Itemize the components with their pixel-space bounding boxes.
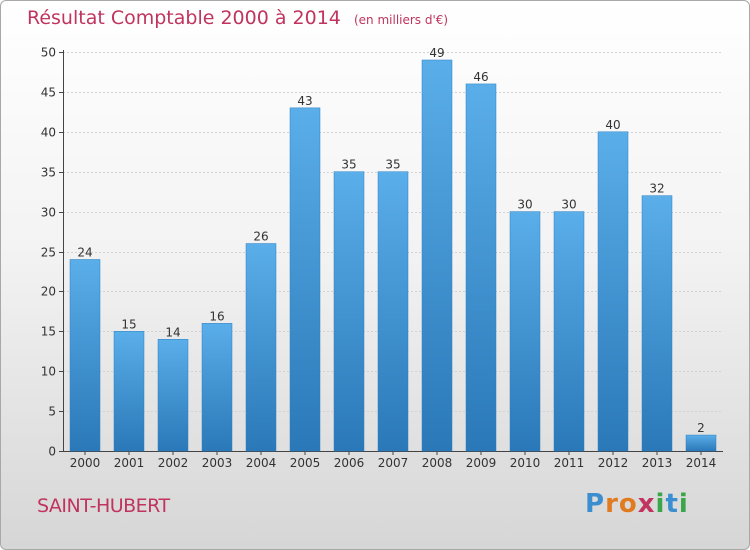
logo-letter: r	[605, 489, 619, 519]
y-tick-label: 25	[41, 246, 56, 260]
bar-2003	[201, 323, 233, 452]
value-label-2014: 2	[697, 421, 705, 435]
value-label-2002: 14	[165, 325, 180, 339]
chart-title: Résultat Comptable 2000 à 2014	[27, 7, 341, 29]
bar-2006	[333, 171, 365, 452]
value-label-2012: 40	[605, 118, 620, 132]
y-tick-label: 45	[41, 86, 56, 100]
x-tick-label-2001: 2001	[114, 456, 145, 470]
logo-letter: x	[637, 489, 656, 519]
x-tick-label-2010: 2010	[510, 456, 541, 470]
x-tick-label-2003: 2003	[202, 456, 233, 470]
y-tick-label: 20	[41, 285, 56, 299]
bar-2005	[289, 107, 321, 452]
bar-2011	[553, 211, 585, 452]
x-tick-label-2012: 2012	[598, 456, 629, 470]
commune-name: SAINT-HUBERT	[37, 495, 170, 517]
logo-letter: t	[665, 489, 679, 519]
x-tick-label-2004: 2004	[246, 456, 277, 470]
value-label-2007: 35	[385, 158, 400, 172]
title-row: Résultat Comptable 2000 à 2014 (en milli…	[27, 7, 448, 29]
bars	[69, 59, 717, 452]
value-label-2009: 46	[473, 70, 488, 84]
logo-letter: i	[655, 489, 666, 519]
value-label-2003: 16	[209, 309, 224, 323]
y-tick-label: 0	[48, 445, 56, 459]
bar-2007	[377, 171, 409, 452]
bar-2013	[641, 195, 673, 452]
x-tick-label-2011: 2011	[554, 456, 585, 470]
proxiti-logo: Proxiti	[585, 489, 689, 519]
bar-2008	[421, 59, 453, 452]
chart-subtitle: (en milliers d'€)	[353, 13, 449, 27]
bar-2004	[245, 243, 277, 452]
value-label-2005: 43	[297, 94, 312, 108]
x-tick-label-2014: 2014	[686, 456, 717, 470]
bar-2014	[685, 434, 717, 452]
y-tick-label: 40	[41, 126, 56, 140]
logo-letter: i	[678, 489, 689, 519]
x-tick-label-2013: 2013	[642, 456, 673, 470]
y-tick-label: 10	[41, 365, 56, 379]
x-tick-label-2000: 2000	[70, 456, 101, 470]
y-tick-label: 5	[48, 405, 56, 419]
y-tick-label: 35	[41, 166, 56, 180]
logo-letter: P	[585, 489, 606, 519]
x-tick-label-2006: 2006	[334, 456, 365, 470]
value-label-2008: 49	[429, 46, 444, 60]
y-tick-label: 30	[41, 206, 56, 220]
value-label-2004: 26	[253, 230, 268, 244]
bar-2010	[509, 211, 541, 452]
x-tick-label-2008: 2008	[422, 456, 453, 470]
labels: 0 5 10 15 20 25 30 35 40 45 50 24 2000 15 2001 14 2002 16…	[41, 46, 717, 471]
value-label-2010: 30	[517, 198, 532, 212]
value-label-2013: 32	[649, 182, 664, 196]
y-tick-label: 15	[41, 325, 56, 339]
bar-2009	[465, 83, 497, 452]
bar-2002	[157, 339, 189, 452]
bar-2001	[113, 331, 145, 452]
y-tick-label: 50	[41, 46, 56, 60]
value-label-2011: 30	[561, 198, 576, 212]
logo-letter: o	[618, 489, 638, 519]
x-tick-label-2007: 2007	[378, 456, 409, 470]
axes	[59, 50, 723, 455]
x-tick-label-2009: 2009	[466, 456, 497, 470]
value-label-2000: 24	[77, 245, 92, 259]
x-tick-label-2002: 2002	[158, 456, 189, 470]
value-label-2006: 35	[341, 158, 356, 172]
bar-2000	[69, 259, 101, 452]
bar-2012	[597, 131, 629, 452]
x-tick-label-2005: 2005	[290, 456, 321, 470]
value-label-2001: 15	[121, 317, 136, 331]
